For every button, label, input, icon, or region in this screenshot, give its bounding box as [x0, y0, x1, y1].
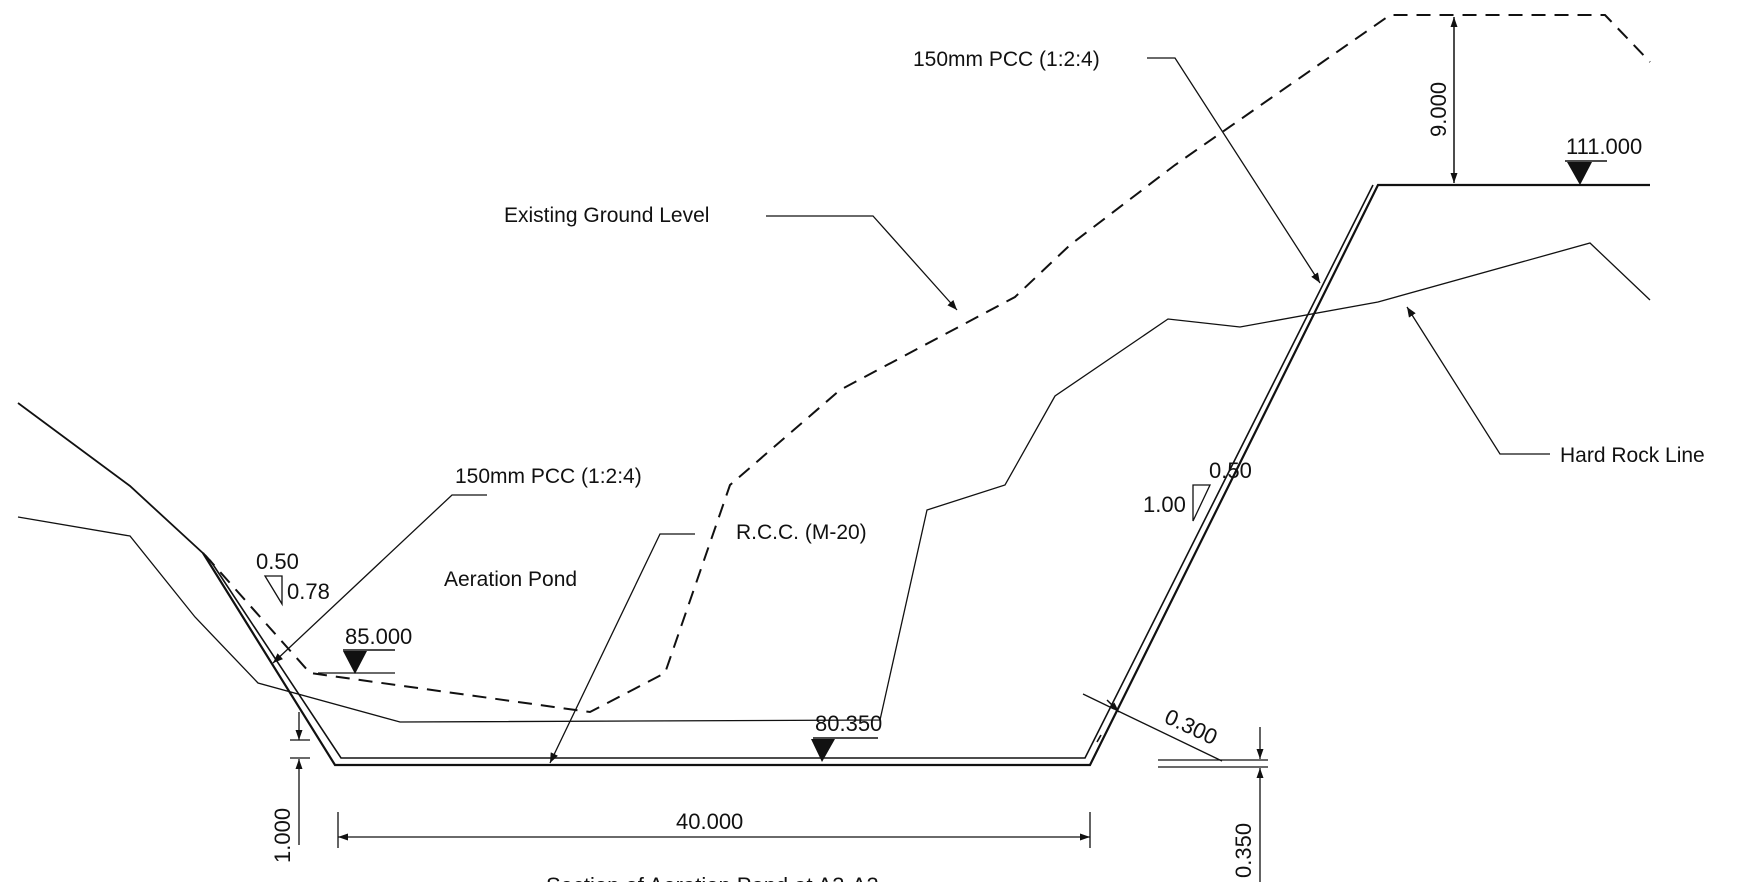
rcc-leader: [549, 533, 695, 764]
drawing-title: Section of Aeration Pond at A3-A3: [546, 873, 879, 882]
pond-label: Aeration Pond: [444, 568, 577, 591]
level-85-triangle: [343, 651, 367, 674]
hard-rock-label: Hard Rock Line: [1560, 444, 1705, 467]
right-slope-v: 1.00: [1143, 492, 1186, 517]
left-slope-h: 0.50: [256, 549, 299, 574]
dim-0300-ext-2: [1117, 710, 1223, 762]
right-slope-h: 0.50: [1209, 458, 1252, 483]
left-slope-triangle: [263, 575, 283, 607]
dim-0350-text: 0.350: [1231, 823, 1256, 878]
level-111-text: 111.000: [1566, 134, 1642, 159]
level-111-triangle: [1567, 162, 1592, 185]
level-85-text: 85.000: [345, 624, 412, 649]
level-80-text: 80.350: [815, 711, 882, 736]
dim-0300-text: 0.300: [1161, 704, 1221, 750]
right-slope-triangle: [1192, 484, 1212, 522]
left-ground-line: [17, 402, 206, 556]
left-slope-v: 0.78: [287, 579, 330, 604]
hard-rock-leader: [1406, 306, 1550, 455]
dim-9000-text: 9.000: [1426, 82, 1451, 137]
pcc-left-label: 150mm PCC (1:2:4): [455, 465, 642, 488]
rcc-label: R.C.C. (M-20): [736, 521, 867, 544]
pond-lining-inner: [209, 184, 1374, 759]
dim-40000-text: 40.000: [676, 809, 743, 834]
pond-corner-step-right: [1096, 734, 1102, 743]
hard-rock-line: [17, 242, 1651, 723]
pcc-right-label: 150mm PCC (1:2:4): [913, 48, 1100, 71]
dim-0300-tick: [1106, 699, 1120, 713]
existing-ground-line: [204, 14, 1651, 714]
pond-lining-outer: [202, 183, 1650, 767]
existing-ground-label: Existing Ground Level: [504, 204, 709, 227]
pcc-left-leader: [272, 494, 487, 664]
dim-0300-ext-1: [1082, 693, 1115, 710]
level-80-triangle: [811, 739, 835, 762]
pcc-right-leader: [1147, 57, 1321, 284]
dim-1000-text: 1.000: [270, 808, 295, 863]
existing-ground-leader: [766, 215, 958, 311]
